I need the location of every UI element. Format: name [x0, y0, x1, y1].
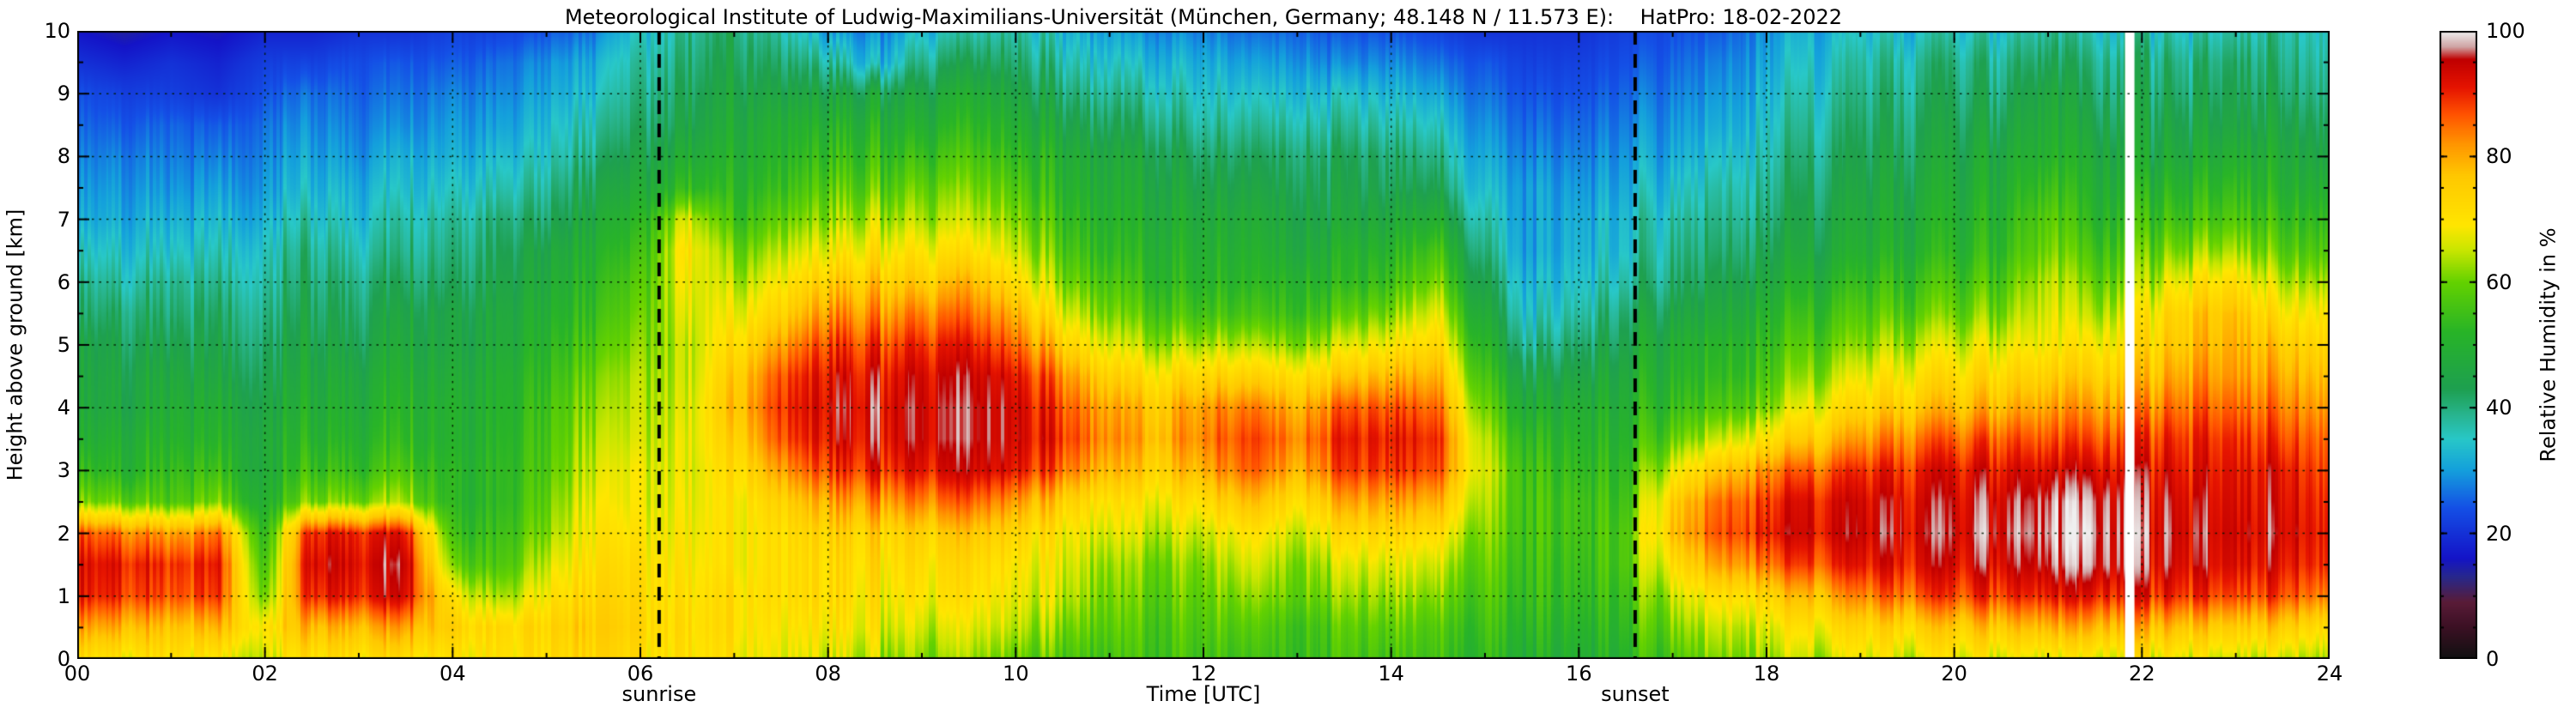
y-tick-label: 7 [57, 207, 70, 232]
x-tick-label: 10 [1003, 662, 1029, 686]
sunrise-label: sunrise [621, 682, 697, 706]
y-tick-label: 2 [57, 521, 70, 546]
x-tick-label: 04 [439, 662, 466, 686]
y-tick-label: 0 [57, 647, 70, 671]
y-tick-label: 9 [57, 82, 70, 106]
plot-area [77, 31, 2330, 659]
y-tick-label: 3 [57, 458, 70, 483]
colorbar-tick-label: 60 [2486, 269, 2512, 294]
colorbar-tick-label: 20 [2486, 521, 2512, 546]
y-axis-label: Height above ground [km] [3, 208, 27, 481]
plot-overlay-canvas [77, 31, 2330, 659]
x-tick-label: 12 [1190, 662, 1217, 686]
y-tick-label: 6 [57, 269, 70, 294]
colorbar [2440, 31, 2477, 659]
y-tick-label: 10 [44, 19, 70, 43]
sunset-label: sunset [1601, 682, 1670, 706]
y-tick-label: 5 [57, 333, 70, 357]
x-tick-label: 24 [2316, 662, 2343, 686]
colorbar-tick-label: 40 [2486, 396, 2512, 420]
x-tick-label: 06 [627, 662, 654, 686]
x-tick-label: 20 [1941, 662, 1967, 686]
colorbar-tick-label: 80 [2486, 144, 2512, 169]
y-tick-label: 8 [57, 144, 70, 169]
x-tick-label: 02 [252, 662, 278, 686]
x-tick-label: 14 [1378, 662, 1404, 686]
x-tick-label: 22 [2129, 662, 2155, 686]
colorbar-tick-label: 0 [2486, 647, 2500, 671]
colorbar-label-wrap: Relative Humidity in % [2534, 31, 2563, 659]
y-tick-label: 1 [57, 583, 70, 608]
colorbar-label: Relative Humidity in % [2537, 227, 2561, 462]
x-tick-label: 18 [1753, 662, 1780, 686]
x-tick-label: 16 [1566, 662, 1592, 686]
y-tick-label: 4 [57, 396, 70, 420]
x-tick-label: 08 [815, 662, 841, 686]
x-axis-label: Time [UTC] [1146, 682, 1261, 706]
colorbar-tick-label: 100 [2486, 19, 2525, 43]
y-axis-label-wrap: Height above ground [km] [0, 31, 29, 659]
chart-title: Meteorological Institute of Ludwig-Maxim… [564, 5, 1843, 29]
x-tick-label: 00 [64, 662, 91, 686]
